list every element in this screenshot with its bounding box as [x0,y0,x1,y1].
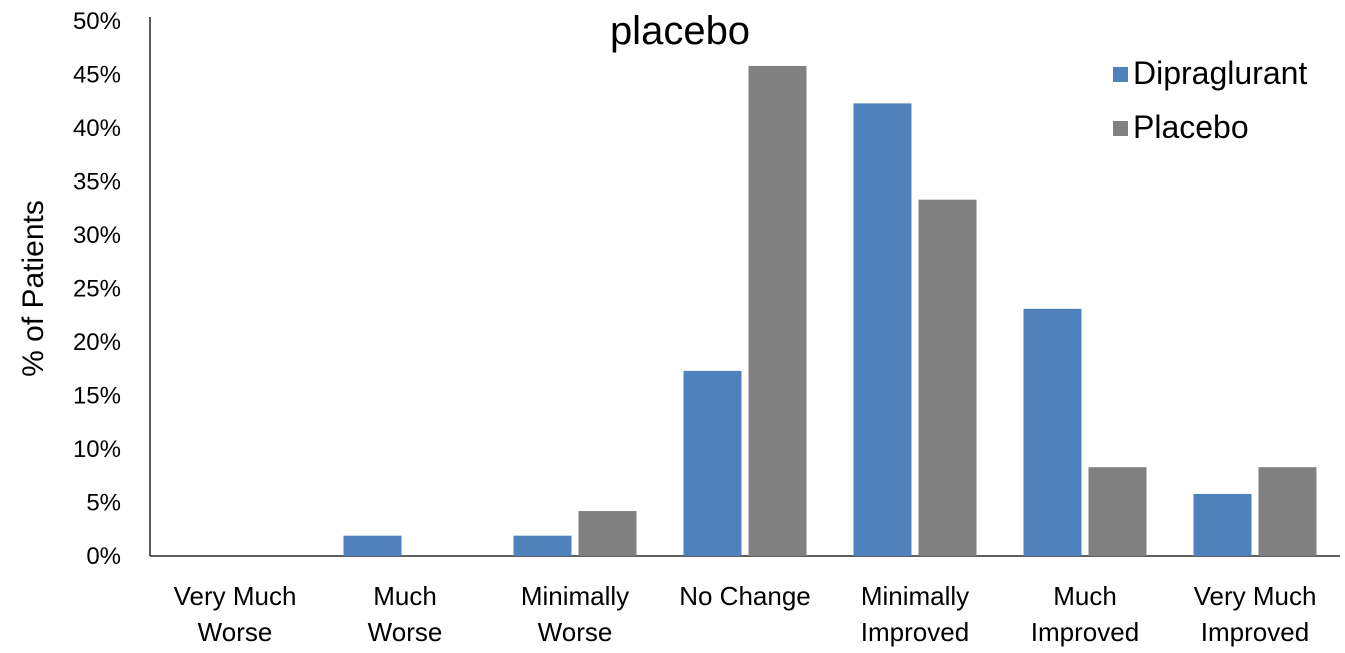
y-tick-label: 20% [73,329,121,356]
y-axis-label: % of Patients [17,200,50,377]
bar-dipraglurant [853,103,912,556]
x-tick-label: Worse [198,617,273,647]
y-tick-label: 35% [73,169,121,196]
legend-swatch-placebo [1113,121,1128,136]
legend-label-dipraglurant: Dipraglurant [1133,55,1307,91]
y-tick-label: 25% [73,276,121,303]
x-tick-label: Much [1053,581,1117,611]
bar-placebo [918,199,977,556]
x-tick-label: Minimally [861,581,969,611]
y-tick-label: 15% [73,383,121,410]
x-tick-label: Improved [861,617,969,647]
x-tick-label: Improved [1031,617,1139,647]
x-tick-label: No Change [679,581,811,611]
bar-dipraglurant [343,535,402,556]
y-tick-label: 45% [73,62,121,89]
bar-dipraglurant [1023,308,1082,556]
x-tick-label: Improved [1201,617,1309,647]
y-tick-label: 10% [73,436,121,463]
legend-label-placebo: Placebo [1133,109,1249,145]
x-tick-label: Minimally [521,581,629,611]
bar-placebo [748,65,807,556]
bar-placebo [1088,467,1147,556]
x-tick-label: Very Much [174,581,297,611]
x-tick-label: Very Much [1194,581,1317,611]
x-tick-label: Much [373,581,437,611]
y-tick-label: 0% [86,543,121,570]
bar-placebo [1258,467,1317,556]
bar-dipraglurant [1193,493,1252,556]
y-tick-label: 30% [73,222,121,249]
bar-placebo [578,511,637,556]
bar-dipraglurant [513,535,572,556]
y-tick-label: 50% [73,8,121,35]
y-tick-label: 5% [86,490,121,517]
legend-swatch-dipraglurant [1113,67,1128,82]
y-tick-label: 40% [73,115,121,142]
bar-dipraglurant [683,370,742,556]
x-tick-label: Worse [538,617,613,647]
chart-title: placebo [610,9,750,53]
x-tick-label: Worse [368,617,443,647]
